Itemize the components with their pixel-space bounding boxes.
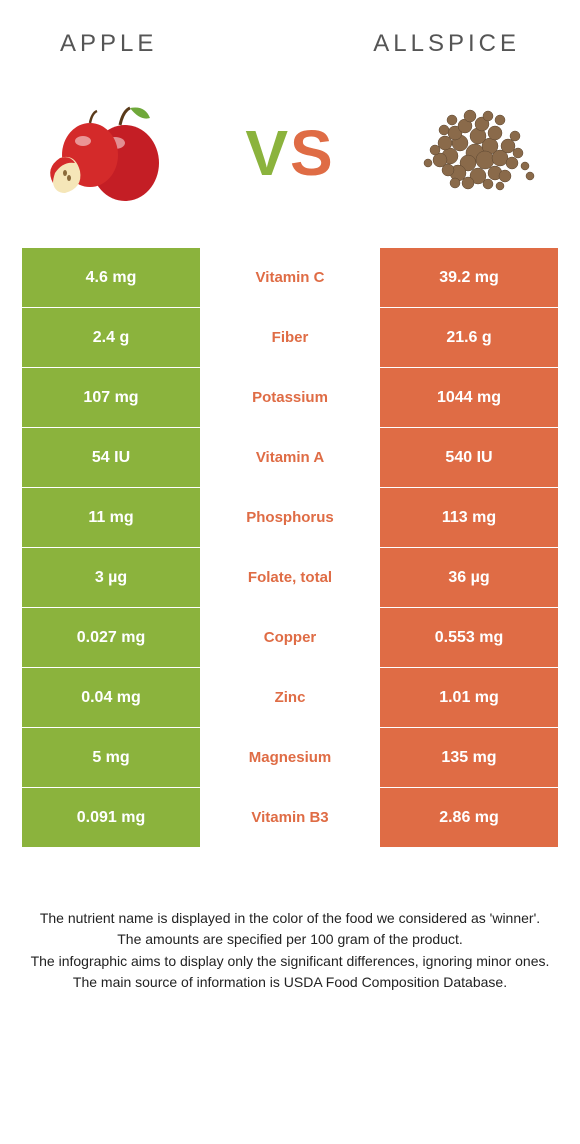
nutrient-label: Phosphorus xyxy=(200,488,380,547)
infographic-container: Apple Allspice VS xyxy=(0,0,580,992)
nutrient-row: 4.6 mgVitamin C39.2 mg xyxy=(22,248,558,307)
title-row: Apple Allspice xyxy=(0,0,580,78)
nutrient-value-left: 11 mg xyxy=(22,488,200,547)
footer-line: The amounts are specified per 100 gram o… xyxy=(24,929,556,949)
food-title-right: Allspice xyxy=(373,30,520,58)
nutrient-value-left: 2.4 g xyxy=(22,308,200,367)
nutrient-label: Fiber xyxy=(200,308,380,367)
nutrient-value-left: 3 µg xyxy=(22,548,200,607)
nutrient-label: Magnesium xyxy=(200,728,380,787)
nutrient-value-right: 135 mg xyxy=(380,728,558,787)
nutrient-value-left: 0.04 mg xyxy=(22,668,200,727)
apple-image xyxy=(30,88,180,218)
nutrient-value-left: 107 mg xyxy=(22,368,200,427)
footer-line: The nutrient name is displayed in the co… xyxy=(24,908,556,928)
vs-v-letter: V xyxy=(245,117,290,189)
nutrient-value-left: 5 mg xyxy=(22,728,200,787)
nutrient-row: 11 mgPhosphorus113 mg xyxy=(22,488,558,547)
allspice-icon xyxy=(400,88,550,218)
footer-line: The infographic aims to display only the… xyxy=(24,951,556,971)
footer-text: The nutrient name is displayed in the co… xyxy=(0,848,580,992)
nutrient-value-right: 36 µg xyxy=(380,548,558,607)
nutrient-label: Copper xyxy=(200,608,380,667)
nutrient-label: Vitamin B3 xyxy=(200,788,380,847)
nutrient-value-right: 113 mg xyxy=(380,488,558,547)
nutrient-value-left: 4.6 mg xyxy=(22,248,200,307)
nutrient-value-right: 21.6 g xyxy=(380,308,558,367)
nutrient-value-right: 1044 mg xyxy=(380,368,558,427)
nutrient-value-left: 0.027 mg xyxy=(22,608,200,667)
nutrient-value-right: 540 IU xyxy=(380,428,558,487)
allspice-image xyxy=(400,88,550,218)
nutrient-row: 0.04 mgZinc1.01 mg xyxy=(22,668,558,727)
nutrient-row: 0.091 mgVitamin B32.86 mg xyxy=(22,788,558,847)
nutrient-table: 4.6 mgVitamin C39.2 mg2.4 gFiber21.6 g10… xyxy=(22,248,558,847)
vs-label: VS xyxy=(245,116,334,190)
nutrient-value-right: 0.553 mg xyxy=(380,608,558,667)
nutrient-label: Vitamin C xyxy=(200,248,380,307)
nutrient-label: Vitamin A xyxy=(200,428,380,487)
hero-row: VS xyxy=(0,78,580,248)
nutrient-label: Folate, total xyxy=(200,548,380,607)
footer-line: The main source of information is USDA F… xyxy=(24,972,556,992)
nutrient-row: 5 mgMagnesium135 mg xyxy=(22,728,558,787)
nutrient-value-right: 1.01 mg xyxy=(380,668,558,727)
nutrient-row: 3 µgFolate, total36 µg xyxy=(22,548,558,607)
nutrient-label: Potassium xyxy=(200,368,380,427)
vs-s-letter: S xyxy=(290,117,335,189)
nutrient-row: 54 IUVitamin A540 IU xyxy=(22,428,558,487)
nutrient-row: 0.027 mgCopper0.553 mg xyxy=(22,608,558,667)
nutrient-value-left: 0.091 mg xyxy=(22,788,200,847)
nutrient-row: 107 mgPotassium1044 mg xyxy=(22,368,558,427)
nutrient-row: 2.4 gFiber21.6 g xyxy=(22,308,558,367)
nutrient-value-right: 39.2 mg xyxy=(380,248,558,307)
food-title-left: Apple xyxy=(60,30,157,58)
nutrient-value-right: 2.86 mg xyxy=(380,788,558,847)
nutrient-label: Zinc xyxy=(200,668,380,727)
apple-icon xyxy=(35,93,175,213)
nutrient-value-left: 54 IU xyxy=(22,428,200,487)
